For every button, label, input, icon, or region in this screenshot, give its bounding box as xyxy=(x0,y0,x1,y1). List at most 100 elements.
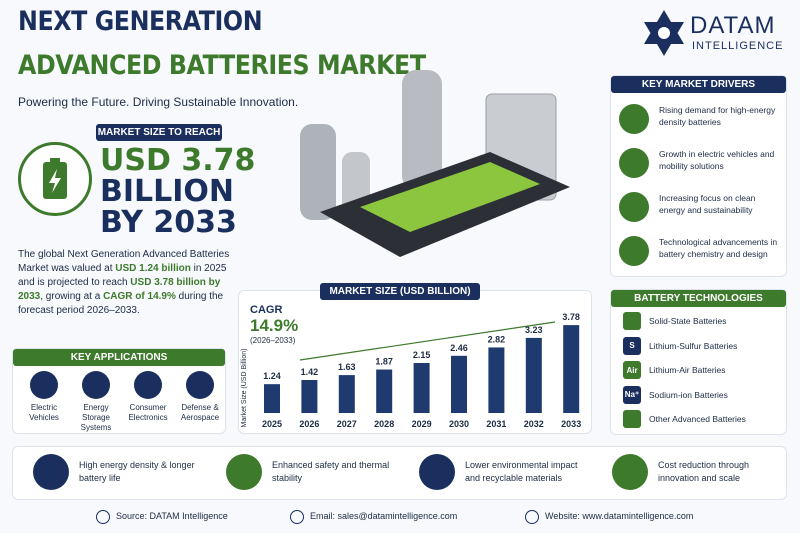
benefit-icon xyxy=(226,454,262,490)
bar xyxy=(451,355,467,413)
value-label: 1.42 xyxy=(301,367,319,377)
benefit-icon xyxy=(33,454,69,490)
summary-text: in 2025 and is projected to reach xyxy=(18,263,227,288)
app-label: Electric Vehicles xyxy=(29,403,59,422)
footer-icon xyxy=(96,510,110,524)
value-label: 2.46 xyxy=(450,343,468,353)
benefit-text: Enhanced safety and thermal stability xyxy=(272,460,390,483)
brand-sub: INTELLIGENCE xyxy=(692,40,784,52)
summary-text: CAGR of 14.9% xyxy=(103,291,176,302)
x-tick-label: 2033 xyxy=(561,419,581,429)
tech-icon xyxy=(623,410,641,428)
cagr-period: (2026–2033) xyxy=(250,336,296,345)
summary-text: The global Next Generation Advanced Batt… xyxy=(18,249,230,274)
title: NEXT GENERATION xyxy=(18,6,263,37)
app-label: Consumer Electronics xyxy=(128,403,168,422)
bar xyxy=(563,325,580,413)
footer-icon xyxy=(525,510,539,524)
driver-icon xyxy=(619,148,649,178)
app-icon xyxy=(30,371,58,399)
footer-text: Email: sales@datamintelligence.com xyxy=(310,511,458,521)
driver-text: Rising demand for high-energy density ba… xyxy=(659,105,776,127)
driver-text: Technological advancements in battery ch… xyxy=(659,237,778,259)
tech-label: Other Advanced Batteries xyxy=(649,414,746,424)
footer-icon xyxy=(290,510,304,524)
benefits-strip: High energy density & longer battery lif… xyxy=(12,446,787,500)
title: ADVANCED BATTERIES MARKET xyxy=(18,50,426,81)
x-tick-label: 2031 xyxy=(486,419,506,429)
value-label: 3.78 xyxy=(562,312,580,322)
value-label: 1.24 xyxy=(263,371,281,381)
bar xyxy=(301,379,318,413)
driver-icon xyxy=(619,192,649,222)
trend-arrow xyxy=(299,321,556,361)
drivers-panel: KEY MARKET DRIVERS Rising demand for hig… xyxy=(610,75,787,277)
benefit-text: Lower environmental impact and recyclabl… xyxy=(465,460,578,483)
size-year: BY 2033 xyxy=(100,205,237,240)
app-label: Defense & Aerospace xyxy=(180,403,220,422)
value-label: 2.15 xyxy=(413,350,431,360)
summary-text: during the forecast period 2026–2033. xyxy=(18,291,224,316)
x-tick-label: 2027 xyxy=(337,419,357,429)
size-unit: BILLION xyxy=(100,174,235,209)
chart-title: MARKET SIZE (USD BILLION) xyxy=(320,283,480,300)
summary-text: , growing at a xyxy=(40,291,104,302)
tech-icon: Na⁺ xyxy=(623,385,641,404)
bar xyxy=(488,347,505,413)
driver-icon xyxy=(619,236,649,266)
tech-panel: BATTERY TECHNOLOGIES Solid-State Batteri… xyxy=(610,289,787,435)
x-tick-label: 2028 xyxy=(374,419,394,429)
bar xyxy=(376,369,393,413)
tagline: Powering the Future. Driving Sustainable… xyxy=(18,95,299,109)
tech-label: Sodium-ion Batteries xyxy=(649,389,728,400)
driver-text: Increasing focus on clean energy and sus… xyxy=(659,193,756,215)
x-tick-label: 2030 xyxy=(449,419,469,429)
panel-header: BATTERY TECHNOLOGIES xyxy=(611,290,786,307)
tech-icon xyxy=(623,312,641,330)
x-tick-label: 2029 xyxy=(412,419,432,429)
tech-icon: S xyxy=(623,336,641,355)
tech-label: Solid-State Batteries xyxy=(649,316,727,326)
x-tick-label: 2025 xyxy=(262,419,282,429)
bar xyxy=(264,384,280,413)
app-label: Energy Storage Systems xyxy=(80,403,112,432)
y-axis-label: Market Size (USD Billion) xyxy=(241,349,248,428)
footer-text: Website: www.datamintelligence.com xyxy=(545,511,694,521)
bar xyxy=(525,337,542,413)
summary-text: USD 3.78 billion by 2033 xyxy=(18,277,221,302)
tech-icon: Air xyxy=(623,361,641,379)
badge: MARKET SIZE TO REACH xyxy=(96,124,222,141)
bar xyxy=(413,363,430,413)
tech-label: Lithium-Sulfur Batteries xyxy=(649,340,738,351)
summary: The global Next Generation Advanced Batt… xyxy=(18,248,233,318)
x-tick-label: 2032 xyxy=(524,419,544,429)
cagr-label: CAGR xyxy=(250,304,283,316)
x-tick-label: 2026 xyxy=(299,419,319,429)
benefit-icon xyxy=(612,454,648,490)
size-value: USD 3.78 xyxy=(100,143,256,178)
logo-star xyxy=(644,10,684,56)
app-icon xyxy=(134,371,162,399)
driver-icon xyxy=(619,104,649,134)
footer-text: Source: DATAM Intelligence xyxy=(116,511,228,521)
brand: DATAM xyxy=(690,12,776,39)
tech-label: Lithium-Air Batteries xyxy=(649,365,726,375)
cagr-value: 14.9% xyxy=(250,316,299,335)
value-label: 1.87 xyxy=(375,357,393,367)
benefit-icon xyxy=(419,454,455,490)
value-label: 1.63 xyxy=(338,362,356,372)
value-label: 2.82 xyxy=(488,334,506,344)
benefit-text: High energy density & longer battery lif… xyxy=(79,460,195,483)
driver-text: Growth in electric vehicles and mobility… xyxy=(659,149,775,171)
applications-panel: KEY APPLICATIONS Electric Vehicles Energy… xyxy=(12,348,226,434)
panel-header: KEY MARKET DRIVERS xyxy=(611,76,786,93)
value-label: 3.23 xyxy=(525,325,543,335)
summary-text: USD 1.24 billion xyxy=(115,263,191,274)
panel-header: KEY APPLICATIONS xyxy=(13,349,225,366)
battery-icon xyxy=(18,142,92,216)
app-icon xyxy=(82,371,110,399)
battery-illustration xyxy=(300,70,570,257)
bar xyxy=(338,375,355,413)
